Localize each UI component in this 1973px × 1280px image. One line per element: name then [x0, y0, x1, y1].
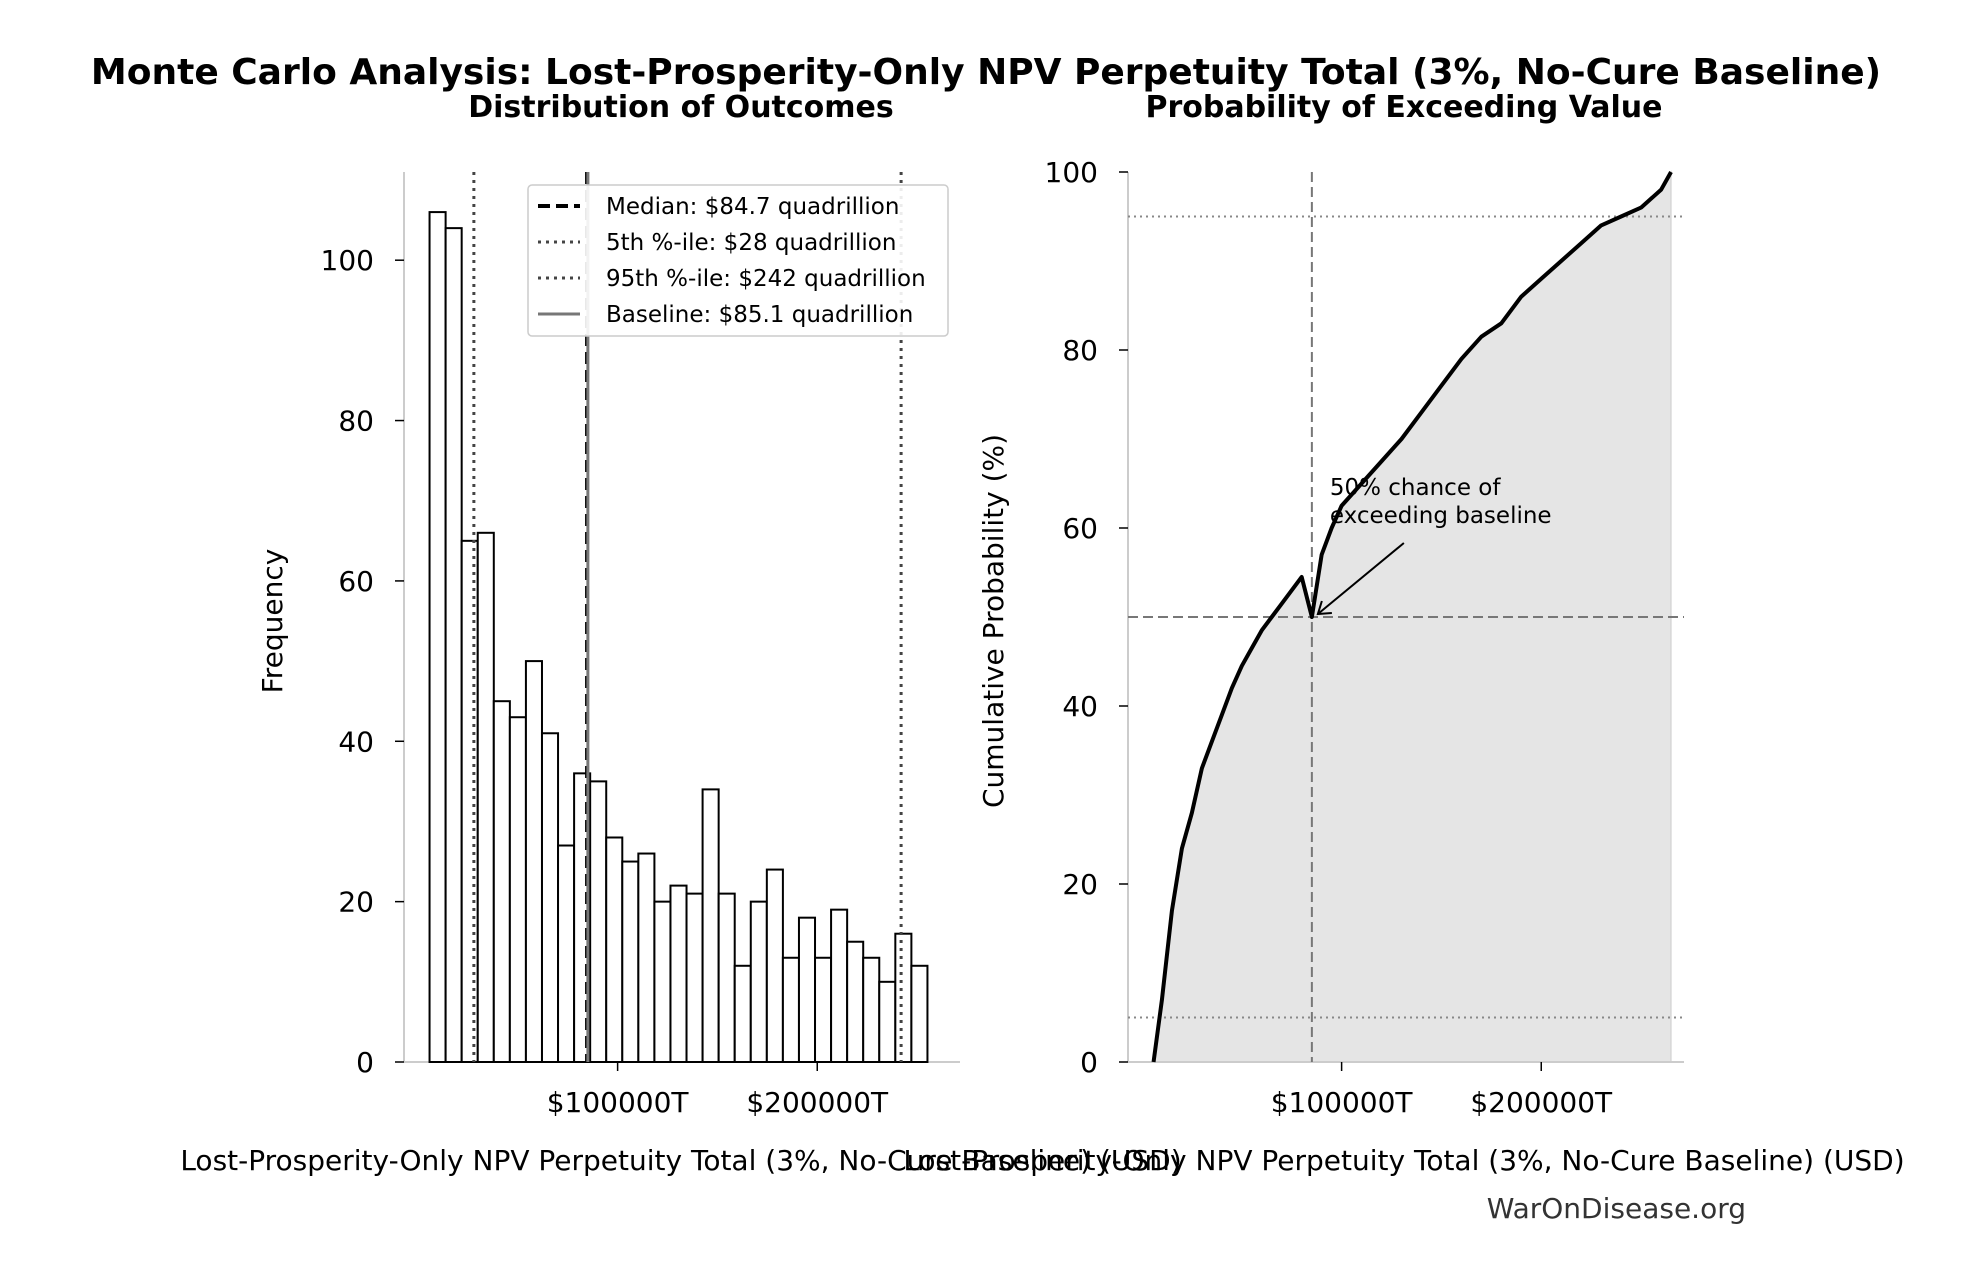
annotation-arrow — [1317, 542, 1405, 615]
hist-bar — [910, 964, 929, 1064]
hist-legend-box — [527, 184, 949, 337]
hist-bar — [524, 660, 543, 1064]
hist-bar — [460, 539, 479, 1063]
hist-legend-label: Baseline: $85.1 quadrillion — [606, 302, 913, 328]
hist-y-tick-label: 60 — [338, 565, 374, 598]
histogram-plot-area: 0 20 40 60 80 100 $100000T $200000T Median: $84.… — [321, 172, 960, 1119]
hist-bar — [557, 844, 576, 1063]
hist-ylabel: Frequency — [256, 549, 289, 694]
cdf-y-tick-label: 40 — [1062, 690, 1098, 723]
hist-bar — [862, 956, 881, 1063]
annotation-text: exceeding baseline — [1330, 503, 1552, 529]
hist-bar — [637, 852, 656, 1064]
hist-bar — [428, 211, 447, 1063]
hist-bar — [685, 892, 704, 1064]
hist-bar — [589, 780, 608, 1064]
hist-bar — [749, 900, 768, 1064]
hist-legend-label: 5th %-ile: $28 quadrillion — [606, 230, 896, 256]
hist-bar — [476, 531, 495, 1063]
hist-xlabel: Lost-Prosperity-Only NPV Perpetuity Tota… — [180, 1144, 1181, 1177]
hist-legend-label: Median: $84.7 quadrillion — [606, 194, 899, 220]
hist-legend-label: 95th %-ile: $242 quadrillion — [606, 266, 926, 292]
hist-bar — [508, 716, 527, 1063]
annotation-arrowhead — [1316, 600, 1332, 616]
hist-bar — [669, 884, 688, 1063]
hist-bar — [894, 932, 913, 1064]
hist-y-tick-label: 80 — [338, 405, 374, 438]
hist-bar — [878, 980, 897, 1064]
hist-bar — [653, 900, 672, 1064]
hist-x-tick-label: $200000T — [746, 1086, 889, 1119]
cdf-xlabel: Lost-Prosperity-Only NPV Perpetuity Tota… — [903, 1144, 1904, 1177]
cdf-curve — [1151, 171, 1673, 1063]
hist-bar — [621, 860, 640, 1064]
hist-title: Distribution of Outcomes — [468, 90, 894, 125]
hist-bar — [492, 700, 511, 1064]
hist-bar — [797, 916, 817, 1063]
hist-x-tick-label: $100000T — [547, 1086, 690, 1119]
hist-bar — [444, 227, 463, 1064]
cdf-ylabel: Cumulative Probability (%) — [977, 434, 1010, 808]
hist-bar — [830, 908, 849, 1063]
figure-title: Monte Carlo Analysis: Lost-Prosperity-On… — [91, 52, 1881, 93]
cdf-title: Probability of Exceeding Value — [1145, 90, 1662, 125]
hist-y-tick-label: 100 — [321, 244, 374, 277]
hist-y-tick-label: 0 — [356, 1046, 374, 1079]
hist-bar — [733, 964, 752, 1064]
hist-bar — [701, 788, 720, 1063]
hist-bar — [814, 956, 833, 1063]
cdf-y-tick-label: 100 — [1045, 156, 1098, 189]
hist-bar — [846, 940, 865, 1064]
hist-bar — [781, 956, 800, 1063]
annotation-text: 50% chance of — [1330, 475, 1502, 501]
cdf-plot-area: 0 20 40 60 80 100 $100000T $200000T 50% chance o… — [1045, 156, 1684, 1119]
hist-y-tick-label: 20 — [338, 886, 374, 919]
cdf-y-tick-label: 60 — [1062, 512, 1098, 545]
hist-bar — [765, 868, 784, 1063]
cdf-y-tick-label: 80 — [1062, 334, 1098, 367]
hist-y-tick-label: 40 — [338, 725, 374, 758]
hist-bar — [605, 836, 624, 1063]
cdf-x-tick-label: $200000T — [1470, 1086, 1613, 1119]
cdf-y-tick-label: 20 — [1062, 868, 1098, 901]
cdf-x-tick-label: $100000T — [1271, 1086, 1414, 1119]
hist-bar — [717, 892, 736, 1064]
watermark: WarOnDisease.org — [1487, 1192, 1746, 1225]
hist-bar — [540, 732, 560, 1064]
cdf-y-tick-label: 0 — [1080, 1046, 1098, 1079]
